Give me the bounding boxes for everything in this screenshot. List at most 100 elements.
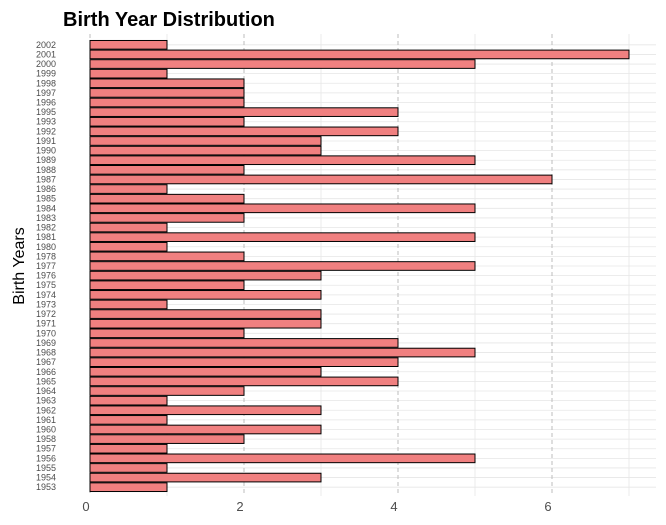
bar-1999 — [89, 68, 168, 79]
bar-1975 — [89, 280, 245, 291]
bars — [89, 39, 630, 493]
bar-1967 — [89, 357, 399, 367]
bar-1981 — [89, 232, 476, 242]
x-tick-labels: 0 2 4 6 — [82, 499, 551, 514]
y-tick-label: 1978 — [36, 251, 56, 261]
y-tick-label: 1995 — [36, 107, 56, 117]
y-tick-label: 1961 — [36, 415, 56, 425]
bar-1983 — [89, 213, 245, 223]
bar-1960 — [89, 424, 322, 435]
y-tick-label: 1962 — [36, 405, 56, 415]
x-tick-label: 0 — [82, 499, 89, 514]
bar-1969 — [89, 338, 399, 348]
bar-1954 — [89, 472, 322, 483]
bar-1988 — [89, 165, 245, 175]
y-tick-label: 1993 — [36, 117, 56, 127]
y-tick-label: 1969 — [36, 338, 56, 348]
bar-1996 — [89, 97, 245, 108]
bar-1956 — [89, 453, 476, 464]
bar-1989 — [89, 155, 476, 166]
y-tick-label: 2002 — [36, 40, 56, 50]
y-tick-label: 1990 — [36, 146, 56, 156]
y-tick-label: 1954 — [36, 473, 56, 483]
bar-1978 — [89, 251, 245, 262]
bar-1985 — [89, 193, 245, 204]
bar-1977 — [89, 261, 476, 271]
bar-1974 — [89, 290, 322, 300]
y-tick-label: 1972 — [36, 309, 56, 319]
y-tick-label: 1953 — [36, 482, 56, 492]
y-tick-label: 1998 — [36, 78, 56, 88]
y-tick-label: 1991 — [36, 136, 56, 146]
y-tick-label: 1973 — [36, 299, 56, 309]
x-tick-label: 4 — [390, 499, 397, 514]
bar-1980 — [89, 241, 168, 252]
chart-title: Birth Year Distribution — [63, 9, 275, 31]
bar-1957 — [89, 443, 168, 454]
y-tick-label: 1985 — [36, 194, 56, 204]
y-axis-label: Birth Years — [11, 227, 28, 304]
y-tick-label: 1955 — [36, 463, 56, 473]
x-tick-label: 2 — [236, 499, 243, 514]
bar-1958 — [89, 434, 245, 444]
bar-1973 — [89, 299, 168, 310]
bar-1962 — [89, 405, 322, 416]
bar-1966 — [89, 366, 322, 377]
y-tick-label: 1968 — [36, 348, 56, 358]
bar-1963 — [89, 395, 168, 406]
y-tick-label: 1986 — [36, 184, 56, 194]
bar-1992 — [89, 126, 399, 137]
y-tick-label: 1966 — [36, 367, 56, 377]
bar-1990 — [89, 145, 322, 156]
bar-1964 — [89, 386, 245, 396]
bar-2001 — [89, 49, 630, 60]
y-tick-label: 1970 — [36, 328, 56, 338]
bar-1968 — [89, 347, 476, 358]
y-tick-label: 1987 — [36, 174, 56, 184]
bar-1971 — [89, 318, 322, 329]
bar-1998 — [89, 78, 245, 89]
y-tick-label: 1971 — [36, 319, 56, 329]
y-tick-label: 1981 — [36, 232, 56, 242]
bar-1982 — [89, 222, 168, 233]
y-tick-label: 1960 — [36, 424, 56, 434]
x-tick-label: 6 — [544, 499, 551, 514]
y-tick-label: 1957 — [36, 444, 56, 454]
y-tick-label: 1976 — [36, 271, 56, 281]
bar-1993 — [89, 116, 245, 127]
y-tick-label: 1965 — [36, 376, 56, 386]
bar-1961 — [89, 415, 168, 425]
bar-1965 — [89, 376, 399, 387]
y-tick-label: 1992 — [36, 126, 56, 136]
bar-1972 — [89, 309, 322, 319]
bar-1987 — [89, 174, 553, 185]
y-tick-label: 1996 — [36, 98, 56, 108]
bar-2002 — [89, 39, 168, 50]
y-tick-label: 1999 — [36, 69, 56, 79]
bar-1986 — [89, 184, 168, 194]
y-tick-label: 1997 — [36, 88, 56, 98]
y-tick-label: 1958 — [36, 434, 56, 444]
y-tick-label: 1984 — [36, 203, 56, 213]
y-tick-label: 2000 — [36, 59, 56, 69]
bar-1953 — [89, 482, 168, 493]
y-tick-label: 1963 — [36, 396, 56, 406]
y-tick-label: 1956 — [36, 453, 56, 463]
y-tick-label: 1967 — [36, 357, 56, 367]
y-tick-label: 1974 — [36, 290, 56, 300]
bar-1970 — [89, 328, 245, 339]
y-tick-label: 1989 — [36, 155, 56, 165]
y-tick-label: 1983 — [36, 213, 56, 223]
bar-1976 — [89, 270, 322, 281]
y-tick-label: 1977 — [36, 261, 56, 271]
bar-1997 — [89, 88, 245, 98]
y-tick-label: 1964 — [36, 386, 56, 396]
y-tick-label: 2001 — [36, 49, 56, 59]
y-tick-label: 1975 — [36, 280, 56, 290]
bar-2000 — [89, 59, 476, 69]
y-tick-label: 1980 — [36, 242, 56, 252]
y-tick-label: 1982 — [36, 223, 56, 233]
bar-1984 — [89, 203, 476, 214]
bar-1995 — [89, 107, 399, 117]
bar-1991 — [89, 136, 322, 146]
